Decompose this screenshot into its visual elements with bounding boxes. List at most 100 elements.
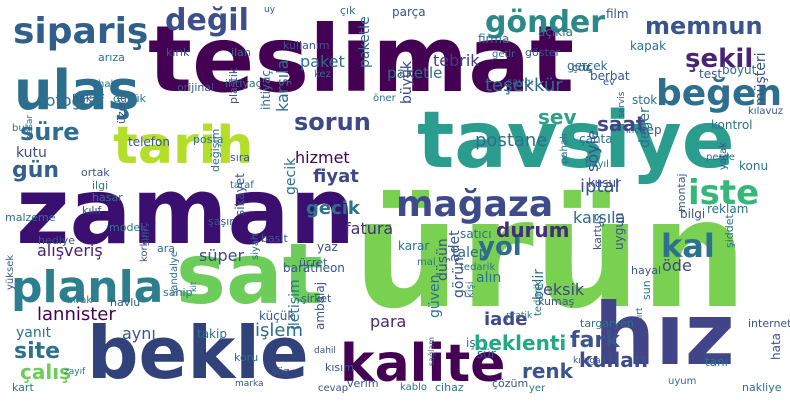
word-kisi-v: kişi — [465, 281, 476, 298]
word-parca: parça — [392, 5, 426, 19]
word-internet-v: sun — [640, 280, 653, 300]
word-adet-v: adet — [447, 230, 463, 262]
word-sorun: sorun — [294, 108, 371, 136]
word-is: iş — [466, 336, 476, 350]
word-zayif: marka — [235, 379, 264, 389]
word-paket: gecik — [306, 198, 360, 219]
word-oner: öner — [373, 93, 396, 104]
word-satici: satıcı — [460, 227, 492, 241]
word-tavsiye: tavsiye — [417, 96, 735, 186]
word-verim: cihaz — [435, 381, 464, 394]
word-ilgi: kılıf — [82, 204, 102, 217]
word-renk: renk — [522, 359, 573, 383]
word-kit: mal — [417, 257, 436, 268]
word-iade: iade — [484, 309, 528, 330]
word-diger: paketle — [387, 64, 443, 82]
word-model: model — [109, 221, 144, 234]
word-uygun-v: uygun — [612, 212, 626, 250]
word-montaj-v: montaj — [675, 173, 688, 212]
word-para: para — [370, 312, 407, 331]
word-yanit: yanıt — [16, 325, 52, 341]
word-begen: beğen — [656, 73, 782, 114]
word-sirket: şirket — [301, 292, 332, 305]
word-hizmet: teşekkür — [485, 75, 563, 96]
word-uyum: kırılgan — [573, 356, 607, 366]
word-beklenti: beklenti — [474, 331, 567, 355]
word-dogal-v: sağlam — [427, 336, 436, 366]
word-cozum: nakliye — [742, 381, 782, 394]
word-konu: konu — [739, 159, 769, 173]
word-hal: düşük — [113, 92, 147, 105]
word-kirik: kırık — [166, 46, 190, 59]
word-bilgi: bilgi — [680, 207, 706, 221]
word-kontrol: kontrol — [711, 118, 753, 132]
word-sirt-v: korkunç — [139, 222, 150, 262]
word-kargo: eksik — [543, 280, 585, 299]
word-sasir: şaşır — [208, 215, 234, 228]
word-site: site — [14, 339, 61, 364]
word-paketle-v: gecik — [283, 157, 299, 195]
word-kilif: hasar — [92, 191, 123, 204]
word-cevap: kart — [12, 381, 34, 394]
word-ince: ince — [626, 126, 645, 136]
word-karsila-v: karşıla — [273, 59, 292, 112]
word-cep: cep — [640, 123, 662, 137]
word-getir: getir — [492, 49, 516, 60]
word-soyle-v: söyle — [583, 130, 602, 172]
word-pahali: ortak — [81, 166, 110, 179]
word-havlu: havlu — [110, 296, 141, 309]
word-sandalye-v: sandalye — [169, 251, 180, 296]
word-uy: kılavuz — [748, 106, 783, 117]
word-soz: koru — [234, 351, 259, 364]
word-coz: çöz — [572, 61, 591, 74]
word-ambalaj-v: ambalaj — [313, 281, 327, 330]
word-koru: kısım — [325, 361, 354, 374]
word-nakliye-v: hata — [769, 332, 783, 360]
word-korkunc-v: servis — [617, 91, 627, 118]
word-tani: internet — [748, 317, 790, 330]
word-sekil: şekil — [685, 44, 754, 74]
word-fiyat: iptal — [580, 176, 620, 197]
word-plastik-v: pahalı — [559, 133, 570, 165]
word-siyah-v: siyah — [250, 233, 261, 260]
word-aynı: aynı — [122, 324, 156, 343]
word-ara: ara — [157, 242, 176, 255]
word-yol: yol — [478, 232, 522, 262]
word-ilan: ilan — [231, 46, 251, 59]
word-super: süper — [199, 246, 245, 265]
word-malzeme: malzeme — [5, 211, 56, 224]
word-calis: çalış — [20, 360, 71, 384]
word-kutu: fiyat — [313, 166, 359, 187]
word-web: tebrik — [433, 51, 480, 70]
word-hata: tanı — [705, 355, 728, 369]
word-film: film — [606, 7, 629, 21]
word-teslimat: teslimat — [148, 6, 575, 113]
word-hasar: basit — [261, 232, 288, 245]
word-goster: göster — [525, 46, 561, 59]
word-kisim: kablo — [400, 382, 427, 393]
word-iste: iste — [688, 173, 760, 213]
word-saglam-v: sırt — [635, 307, 645, 322]
word-lannister: lannister — [37, 304, 116, 325]
word-ulas: ulaş — [14, 59, 140, 122]
word-sikayet-v: şikayet — [233, 173, 247, 216]
word-mal: taraf — [230, 180, 254, 191]
word-hediye: hediye — [38, 234, 76, 247]
word-perde: perde — [706, 152, 735, 163]
word-hiz: hız — [594, 285, 735, 385]
word-siddet-v: şiddet — [723, 214, 736, 248]
word-hak: orijinal — [177, 81, 215, 94]
word-kullanim: kullanım — [283, 39, 330, 52]
word-hayal: targaryen — [580, 317, 634, 330]
word-yer: cevap — [318, 383, 349, 394]
word-islem: işlem — [255, 320, 303, 341]
word-musteri-v: müşteri — [753, 52, 769, 106]
word-buyuk-v: büyük — [399, 60, 415, 104]
word-yuksek-v: yüksek — [5, 254, 16, 290]
word-bekle: bekle — [87, 311, 309, 395]
word-bulun: karşıla — [573, 208, 626, 227]
word-planla: planla — [11, 262, 164, 313]
word-kablo: verim — [347, 377, 379, 390]
word-zaman: zaman — [16, 158, 356, 265]
word-fatura: fatura — [345, 219, 394, 238]
